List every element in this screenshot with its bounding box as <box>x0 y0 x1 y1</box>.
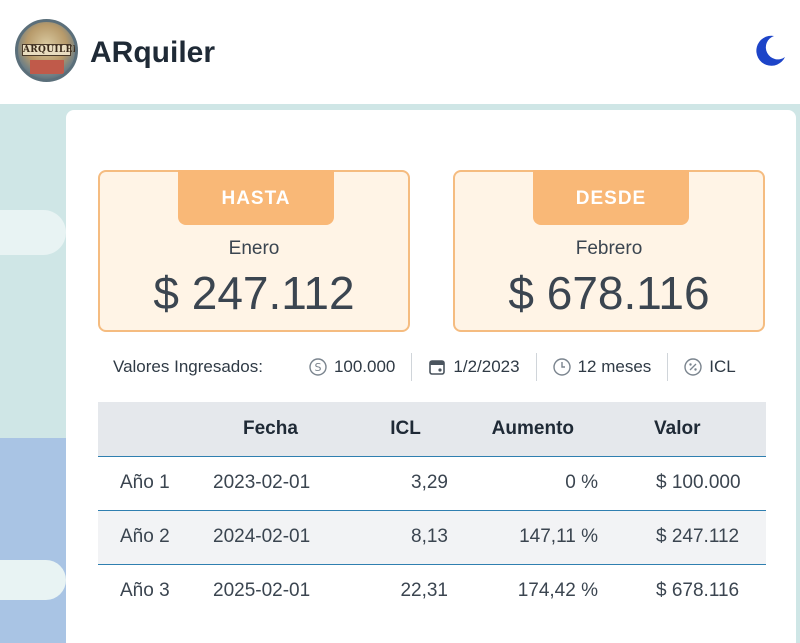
cell-increase: 174,42 % <box>517 580 598 602</box>
cell-date: 2023-02-01 <box>213 472 311 493</box>
amount-chip: S 100.000 <box>293 353 411 381</box>
logo-text: ARQUILER <box>22 44 78 56</box>
table-row: Año 2 2024-02-01 8,13 147,11 % $ 247.112 <box>98 510 766 564</box>
cell-year: Año 1 <box>120 472 170 493</box>
input-values-label: Valores Ingresados: <box>113 357 263 376</box>
cell-icl: 8,13 <box>411 526 448 547</box>
logo-house-graphic <box>30 60 64 74</box>
background-cloud <box>0 560 66 600</box>
app-header: ARQUILER ARquiler <box>0 0 800 104</box>
table-header-row: Fecha ICL Aumento Valor <box>98 402 766 456</box>
cell-value: $ 100.000 <box>656 472 741 493</box>
result-amount: $ 247.112 <box>153 267 355 319</box>
background-shape <box>0 210 66 255</box>
cell-date: 2025-02-01 <box>213 580 311 602</box>
cell-year: Año 2 <box>120 526 170 547</box>
column-header-date: Fecha <box>243 417 298 439</box>
index-chip: ICL <box>667 353 751 381</box>
calendar-icon <box>429 360 446 375</box>
clock-icon <box>552 358 571 376</box>
input-values-summary: Valores Ingresados: S 100.000 1/2/2023 1… <box>113 350 773 384</box>
background-building <box>0 438 66 643</box>
cell-icl: 22,31 <box>400 580 448 602</box>
result-box-desde: DESDE Febrero $ 678.116 <box>453 170 765 332</box>
date-value: 1/2/2023 <box>453 357 520 376</box>
svg-text:S: S <box>314 361 321 374</box>
result-tab-label: HASTA <box>178 170 334 225</box>
percent-circle-icon <box>684 358 702 376</box>
column-header-icl: ICL <box>390 417 421 439</box>
cell-date: 2024-02-01 <box>213 526 311 547</box>
result-month: Enero <box>228 238 280 259</box>
date-chip: 1/2/2023 <box>411 353 535 381</box>
table-row: Año 3 2025-02-01 22,31 174,42 % $ 678.11… <box>98 564 766 618</box>
cell-value: $ 678.116 <box>656 580 740 602</box>
cell-increase: 0 % <box>565 472 598 493</box>
index-value: ICL <box>709 357 736 376</box>
app-title[interactable]: ARquiler <box>90 36 216 69</box>
cell-value: $ 247.112 <box>656 526 740 547</box>
result-month: Febrero <box>575 238 643 259</box>
result-tab-label: DESDE <box>533 170 689 225</box>
result-box-hasta: HASTA Enero $ 247.112 <box>98 170 410 332</box>
column-header-value: Valor <box>654 417 701 439</box>
period-value: 12 meses <box>577 357 652 376</box>
dollar-circle-icon: S <box>309 358 327 376</box>
column-header-increase: Aumento <box>491 417 574 439</box>
result-amount: $ 678.116 <box>508 267 710 319</box>
results-card: HASTA Enero $ 247.112 DESDE Febrero $ 67… <box>66 110 796 643</box>
moon-icon[interactable] <box>752 33 788 69</box>
results-table: Fecha ICL Aumento Valor Año 1 2023-02-01… <box>98 402 766 618</box>
cell-icl: 3,29 <box>411 472 448 493</box>
amount-value: 100.000 <box>333 357 396 376</box>
table-row: Año 1 2023-02-01 3,29 0 % $ 100.000 <box>98 456 766 510</box>
app-logo[interactable]: ARQUILER <box>15 19 78 82</box>
cell-year: Año 3 <box>120 580 170 602</box>
column-header-year <box>98 402 213 456</box>
cell-increase: 147,11 % <box>519 526 598 547</box>
period-chip: 12 meses <box>535 353 668 381</box>
